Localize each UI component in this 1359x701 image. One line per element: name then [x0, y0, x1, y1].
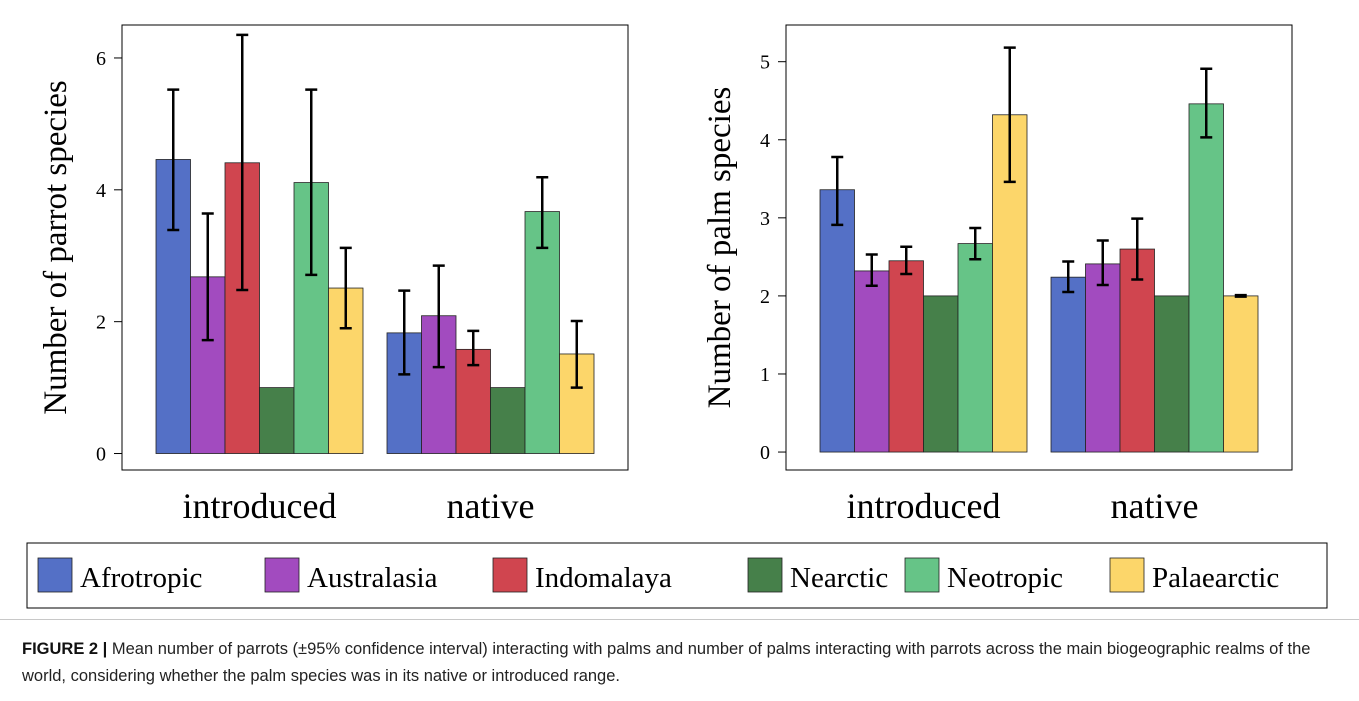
error-bar: [831, 155, 844, 227]
x-tick-label: native: [447, 486, 535, 526]
legend-label: Palaearctic: [1152, 562, 1279, 594]
y-axis-label: Number of palm species: [702, 87, 738, 409]
bar: [524, 211, 560, 454]
error-bar: [1200, 67, 1213, 139]
y-tick-label: 4: [760, 130, 770, 152]
error-bar: [1003, 46, 1016, 184]
error-bar: [969, 226, 982, 261]
y-tick-label: 3: [760, 208, 770, 230]
bar: [490, 387, 526, 454]
bar: [455, 348, 491, 454]
error-bar: [1096, 239, 1109, 287]
bar: [854, 270, 890, 453]
error-bar: [398, 289, 411, 376]
error-bar: [339, 246, 352, 330]
error-bar: [536, 176, 549, 250]
plot-frame: [121, 24, 629, 471]
error-bar: [167, 88, 180, 232]
y-tick-label: 4: [96, 180, 106, 202]
plot-frame: [785, 24, 1293, 471]
legend-swatch: [492, 557, 528, 593]
legend-swatch: [904, 557, 940, 593]
caption: FIGURE 2 | Mean number of parrots (±95% …: [22, 636, 1342, 690]
x-tick-label: introduced: [183, 486, 337, 526]
caption-text: Mean number of parrots (±95% confidence …: [22, 640, 1311, 685]
legend-swatch: [747, 557, 783, 593]
y-tick-label: 2: [96, 312, 106, 334]
bar: [1223, 295, 1259, 453]
x-tick-label: native: [1111, 486, 1199, 526]
error-bar: [305, 88, 318, 277]
bar: [1154, 295, 1190, 453]
bar: [1085, 263, 1121, 453]
y-tick-label: 0: [760, 442, 770, 464]
legend-label: Neotropic: [947, 562, 1063, 594]
bar: [819, 189, 855, 453]
legend-swatch: [37, 557, 73, 593]
bar: [957, 243, 993, 453]
bar: [923, 295, 959, 453]
y-tick-label: 0: [96, 444, 106, 466]
caption-label: FIGURE 2 |: [22, 640, 108, 658]
error-bar: [1234, 293, 1247, 298]
caption-rule: [0, 619, 1359, 620]
x-tick-label: introduced: [847, 486, 1001, 526]
error-bar: [236, 33, 249, 292]
bar: [1119, 248, 1155, 453]
legend-label: Afrotropic: [80, 562, 202, 594]
y-axis-label: Number of parrot species: [38, 80, 74, 414]
error-bar: [432, 264, 445, 369]
y-tick-label: 1: [760, 364, 770, 386]
figure: 0 2 4 6 Number of parrot species introduced na…: [26, 24, 1328, 609]
legend-label: Indomalaya: [535, 562, 672, 594]
error-bar: [1062, 260, 1075, 294]
bar: [888, 260, 924, 453]
legend-swatch: [264, 557, 300, 593]
y-tick-label: 6: [96, 48, 106, 70]
bar: [259, 387, 295, 454]
y-tick-label: 5: [760, 52, 770, 74]
error-bar: [900, 245, 913, 276]
y-tick-label: 2: [760, 286, 770, 308]
legend-label: Australasia: [307, 562, 438, 594]
legend-swatch: [1109, 557, 1145, 593]
bar: [1050, 276, 1086, 453]
error-bar: [201, 212, 214, 342]
bar: [1188, 103, 1224, 453]
legend-label: Nearctic: [790, 562, 888, 594]
error-bar: [467, 329, 480, 367]
error-bar: [1131, 217, 1144, 281]
error-bar: [570, 319, 583, 389]
legend-box: [26, 542, 1328, 609]
error-bar: [865, 253, 878, 288]
